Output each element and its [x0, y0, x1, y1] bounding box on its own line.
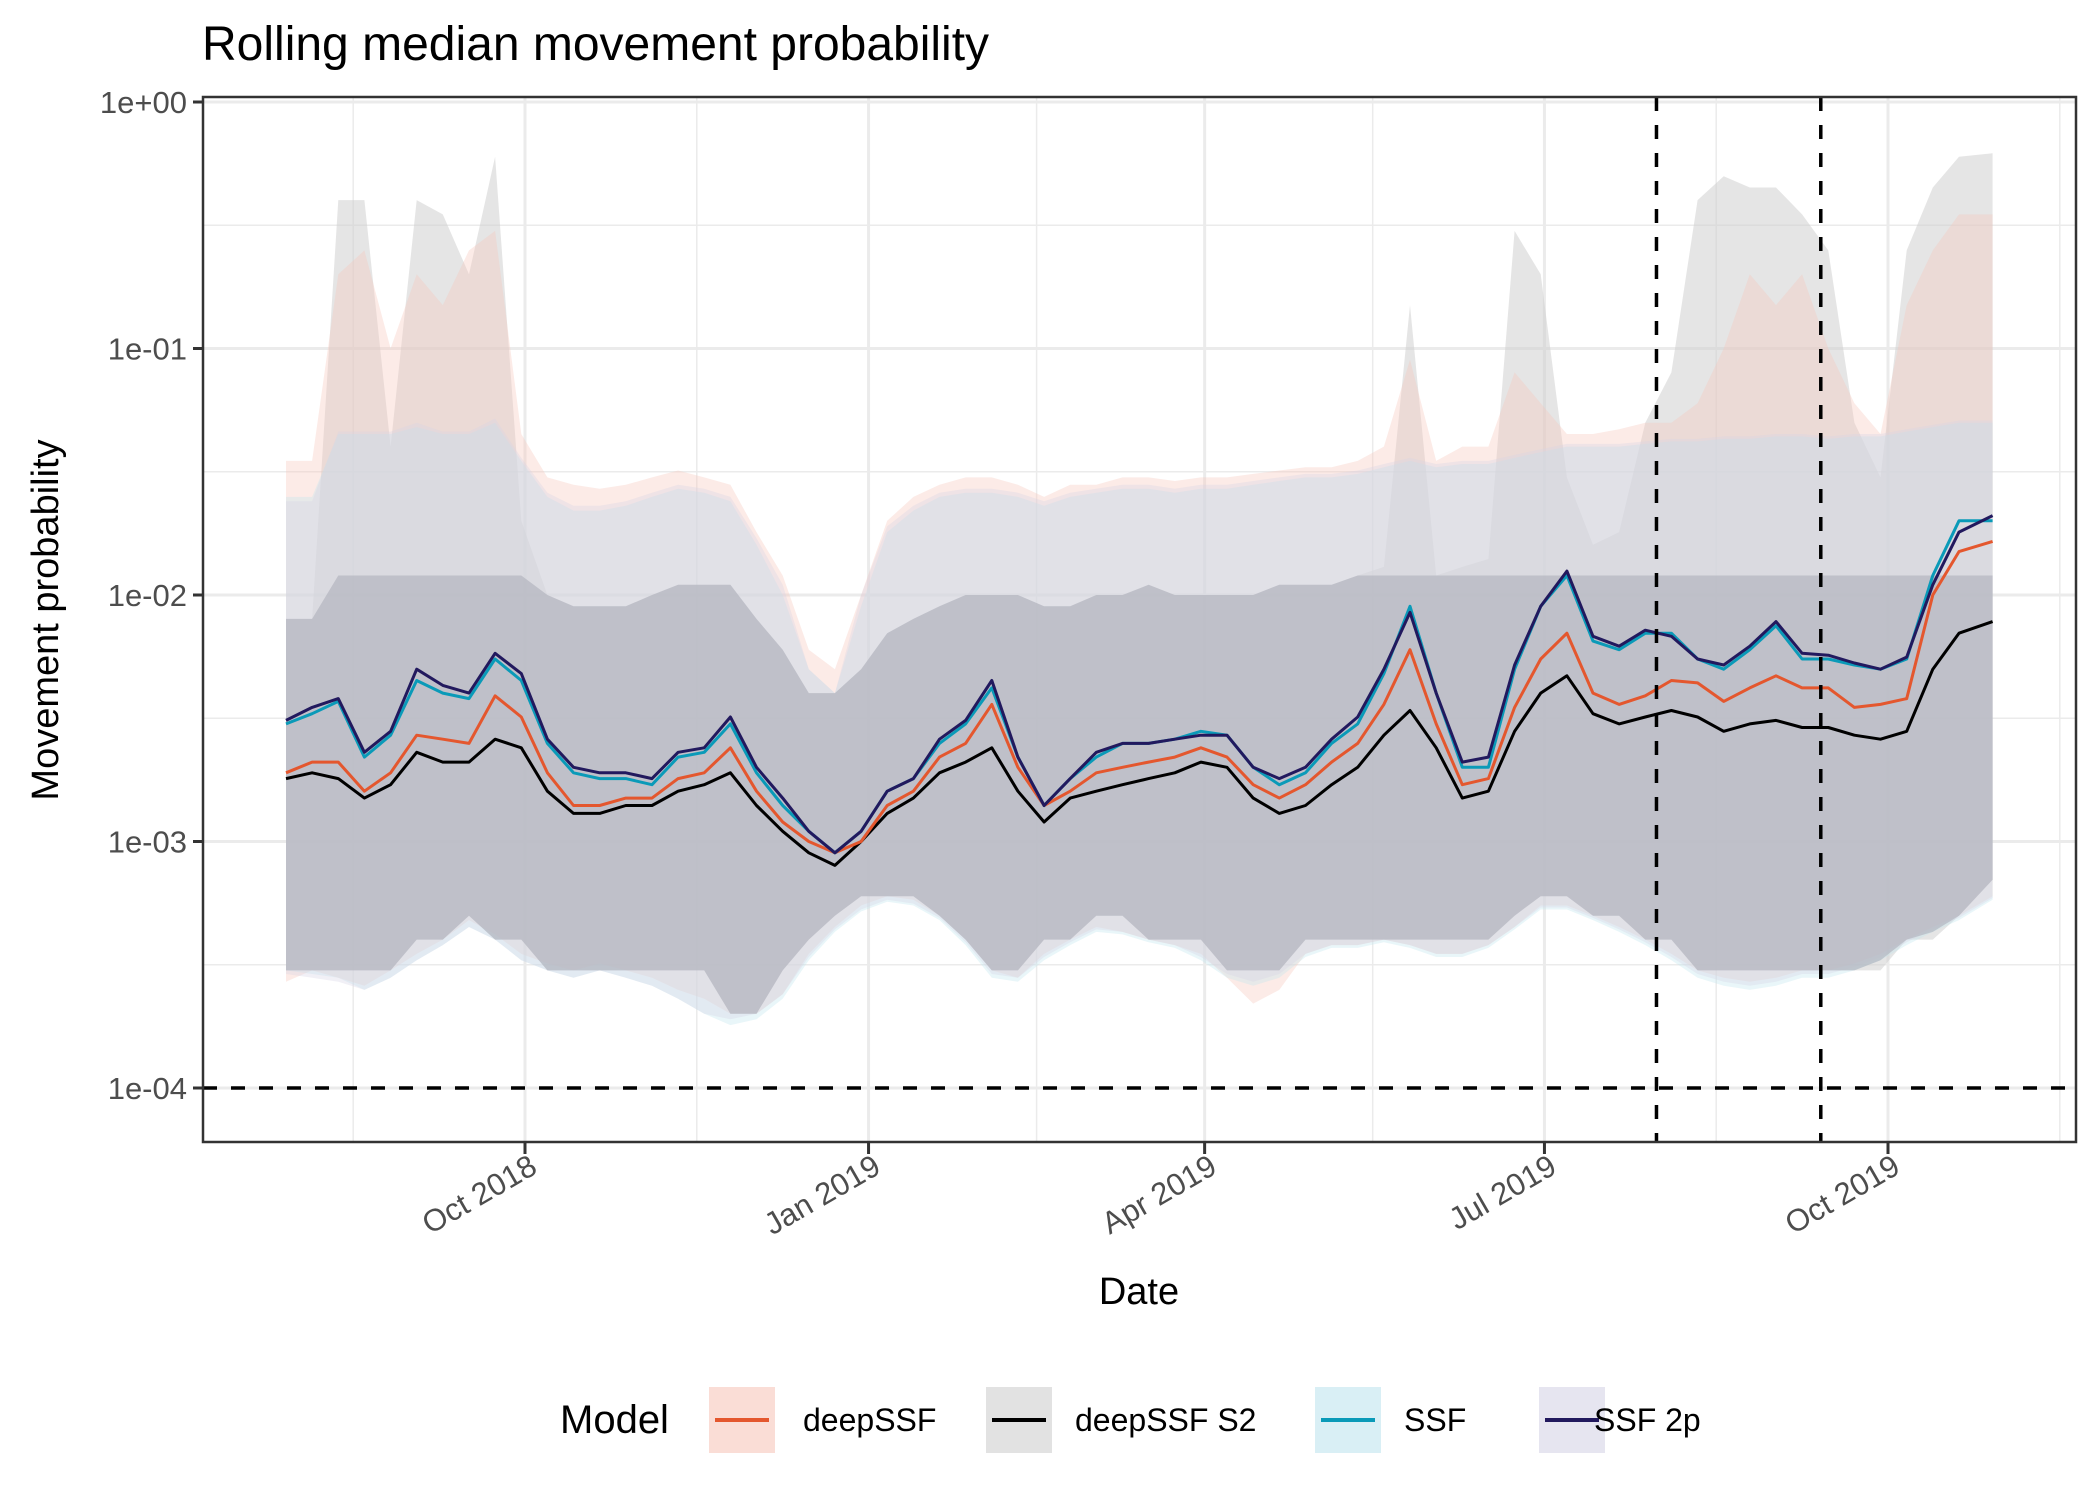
- plot-border: [201, 95, 2078, 1144]
- y-axis-title: Movement probability: [25, 439, 67, 800]
- x-tick-label: Apr 2019: [1096, 1148, 1222, 1241]
- legend-title: Model: [560, 1398, 669, 1442]
- x-axis: Oct 2018 Jan 2019 Apr 2019 Jul 2019 Oct 2019: [416, 1142, 1906, 1242]
- median-line-ssf-2p: [285, 514, 1994, 855]
- legend-label-deepssf-s2: deepSSF S2: [1075, 1402, 1256, 1438]
- x-axis-title: Date: [1099, 1271, 1179, 1313]
- x-tick-label: Oct 2019: [1779, 1148, 1905, 1241]
- y-tick-label: 1e+00: [100, 85, 187, 120]
- x-tick-label: Jul 2019: [1443, 1148, 1562, 1237]
- legend: Model deepSSF deepSSF S2 SSF SSF 2p: [560, 1387, 1701, 1453]
- legend-label-ssf: SSF: [1404, 1402, 1466, 1438]
- confidence-bands: [286, 153, 1993, 1026]
- y-axis: 1e+00 1e-01 1e-02 1e-03 1e-04: [100, 85, 203, 1106]
- band-overlap-core: [286, 575, 1993, 1014]
- y-tick-label: 1e-04: [108, 1071, 187, 1106]
- y-tick-label: 1e-01: [108, 332, 187, 367]
- reference-lines: [203, 97, 2076, 1142]
- y-tick-label: 1e-03: [108, 825, 187, 860]
- legend-label-ssf-2p: SSF 2p: [1594, 1402, 1701, 1438]
- median-line-deepssf: [285, 539, 1994, 855]
- legend-label-deepssf: deepSSF: [803, 1402, 936, 1438]
- median-line-deepssf-s2: [285, 620, 1994, 867]
- x-tick-label: Oct 2018: [416, 1148, 542, 1241]
- y-tick-label: 1e-02: [108, 578, 187, 613]
- x-tick-label: Jan 2019: [758, 1148, 886, 1242]
- chart-title: Rolling median movement probability: [202, 18, 989, 71]
- median-lines: [285, 514, 1994, 867]
